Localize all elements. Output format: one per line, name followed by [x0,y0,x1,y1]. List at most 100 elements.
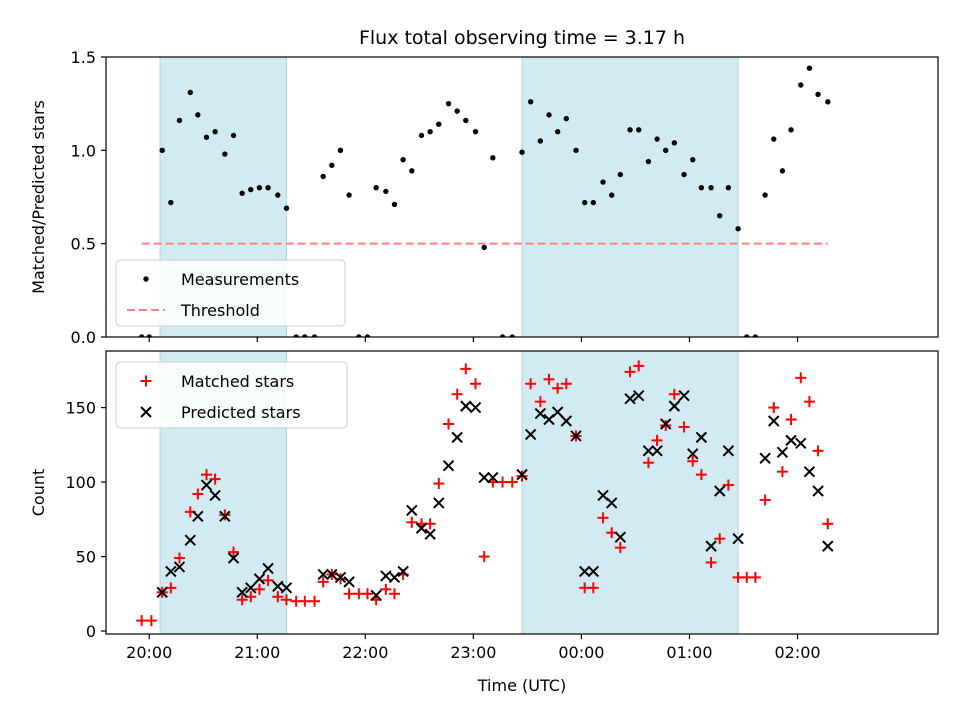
matched-star-point [642,457,654,469]
plot-area [136,360,834,627]
measurement-point [581,199,588,206]
x-tick-label: 21:00 [234,643,280,662]
x-b [209,489,221,502]
x-b [660,418,672,430]
x-tick-label: 00:00 [558,643,604,662]
predicted-star-point [587,565,600,578]
axes-frame [105,56,939,338]
matched-star-point [506,476,518,488]
measurement-point [418,132,425,139]
x-b [219,510,231,523]
measurement-point [806,65,813,71]
predicted-star-point [380,570,392,582]
x-b [803,465,816,478]
x-b [714,485,726,497]
matched-star-point [253,583,265,595]
predicted-star-point [687,448,699,460]
x-b [200,479,213,491]
measurement-point [825,99,831,105]
matched-star-point [624,366,636,378]
matched-star-point [776,466,788,478]
x-b [722,445,735,457]
measurement-point [779,168,786,174]
predicted-star-point [253,573,266,585]
matched-star-point [660,419,672,431]
x-b [326,568,338,581]
measurement-point [168,199,174,206]
legend: Measurements Threshold [115,259,346,327]
matched-star-point [822,518,834,530]
y-tick-label: 1.5 [71,48,96,67]
matched-star-point [343,588,355,600]
predicted-star-point [678,389,690,402]
predicted-star-point [156,586,168,599]
predicted-star-point [165,565,177,578]
bottom-panel: 20:00 21:00 22:00 23:00 00:00 01:00 02:00 0 50 10… [29,350,939,695]
predicted-star-point [209,489,221,502]
predicted-star-point [487,471,499,484]
y-axis-label: Matched/Predicted stars [29,100,48,294]
matched-star-point [759,494,771,506]
x-b [732,532,744,545]
x-b [262,562,274,575]
measurement-point [346,192,352,198]
y-ticks: 0.0 0.5 1.0 1.5 [71,48,106,347]
measurement-point [546,112,552,118]
predicted-star-point [560,415,573,427]
series-matched-stars [136,360,834,627]
series-predicted-stars [156,389,834,601]
measurement-point [302,334,308,337]
predicted-star-point [785,434,797,447]
x-b [397,565,409,578]
predicted-star-point [343,576,355,588]
measurement-point [427,128,433,135]
matched-star-point [497,476,509,488]
measurement-point [187,89,193,96]
measurement-point [708,184,714,191]
x-b [433,497,445,509]
measurement-point [554,128,561,135]
matched-star-point [587,582,599,594]
measurement-point [663,147,669,154]
predicted-star-point [280,582,293,594]
measurement-point [391,201,398,208]
x-ticks [148,337,799,342]
measurement-point [329,162,335,168]
x-b [759,452,771,464]
measurement-point [499,334,506,337]
matched-star-point [200,469,212,481]
measurement-point [203,134,210,140]
x-b [624,392,636,405]
measurement-point [527,99,534,105]
legend-box [115,259,346,327]
predicted-star-point [776,446,789,458]
matched-star-point [361,588,373,600]
measurement-point [645,158,652,165]
legend-handle-matched [140,375,152,387]
measurement-point [463,117,469,124]
predicted-star-point [219,510,231,523]
matched-star-point [228,546,240,558]
predicted-star-point [326,568,338,581]
y-tick-label: 0.5 [71,235,96,254]
matched-star-point [136,615,148,627]
predicted-star-point [200,479,213,491]
measurement-point [159,147,165,154]
x-b [578,565,591,578]
matched-star-point [543,373,555,385]
x-b [551,406,564,418]
x-b [570,430,582,442]
measurement-point [436,121,442,127]
matched-star-point [236,594,248,606]
measurement-point [744,334,750,337]
x-b [380,570,392,582]
x-b [776,446,789,458]
predicted-star-point [551,406,564,418]
x-b [245,582,257,594]
measurement-point [283,205,290,211]
x-b [812,485,824,497]
measurement-point [275,192,281,198]
measurement-point [600,179,606,185]
legend: Matched stars Predicted stars [115,361,348,429]
predicted-star-point [469,401,482,414]
